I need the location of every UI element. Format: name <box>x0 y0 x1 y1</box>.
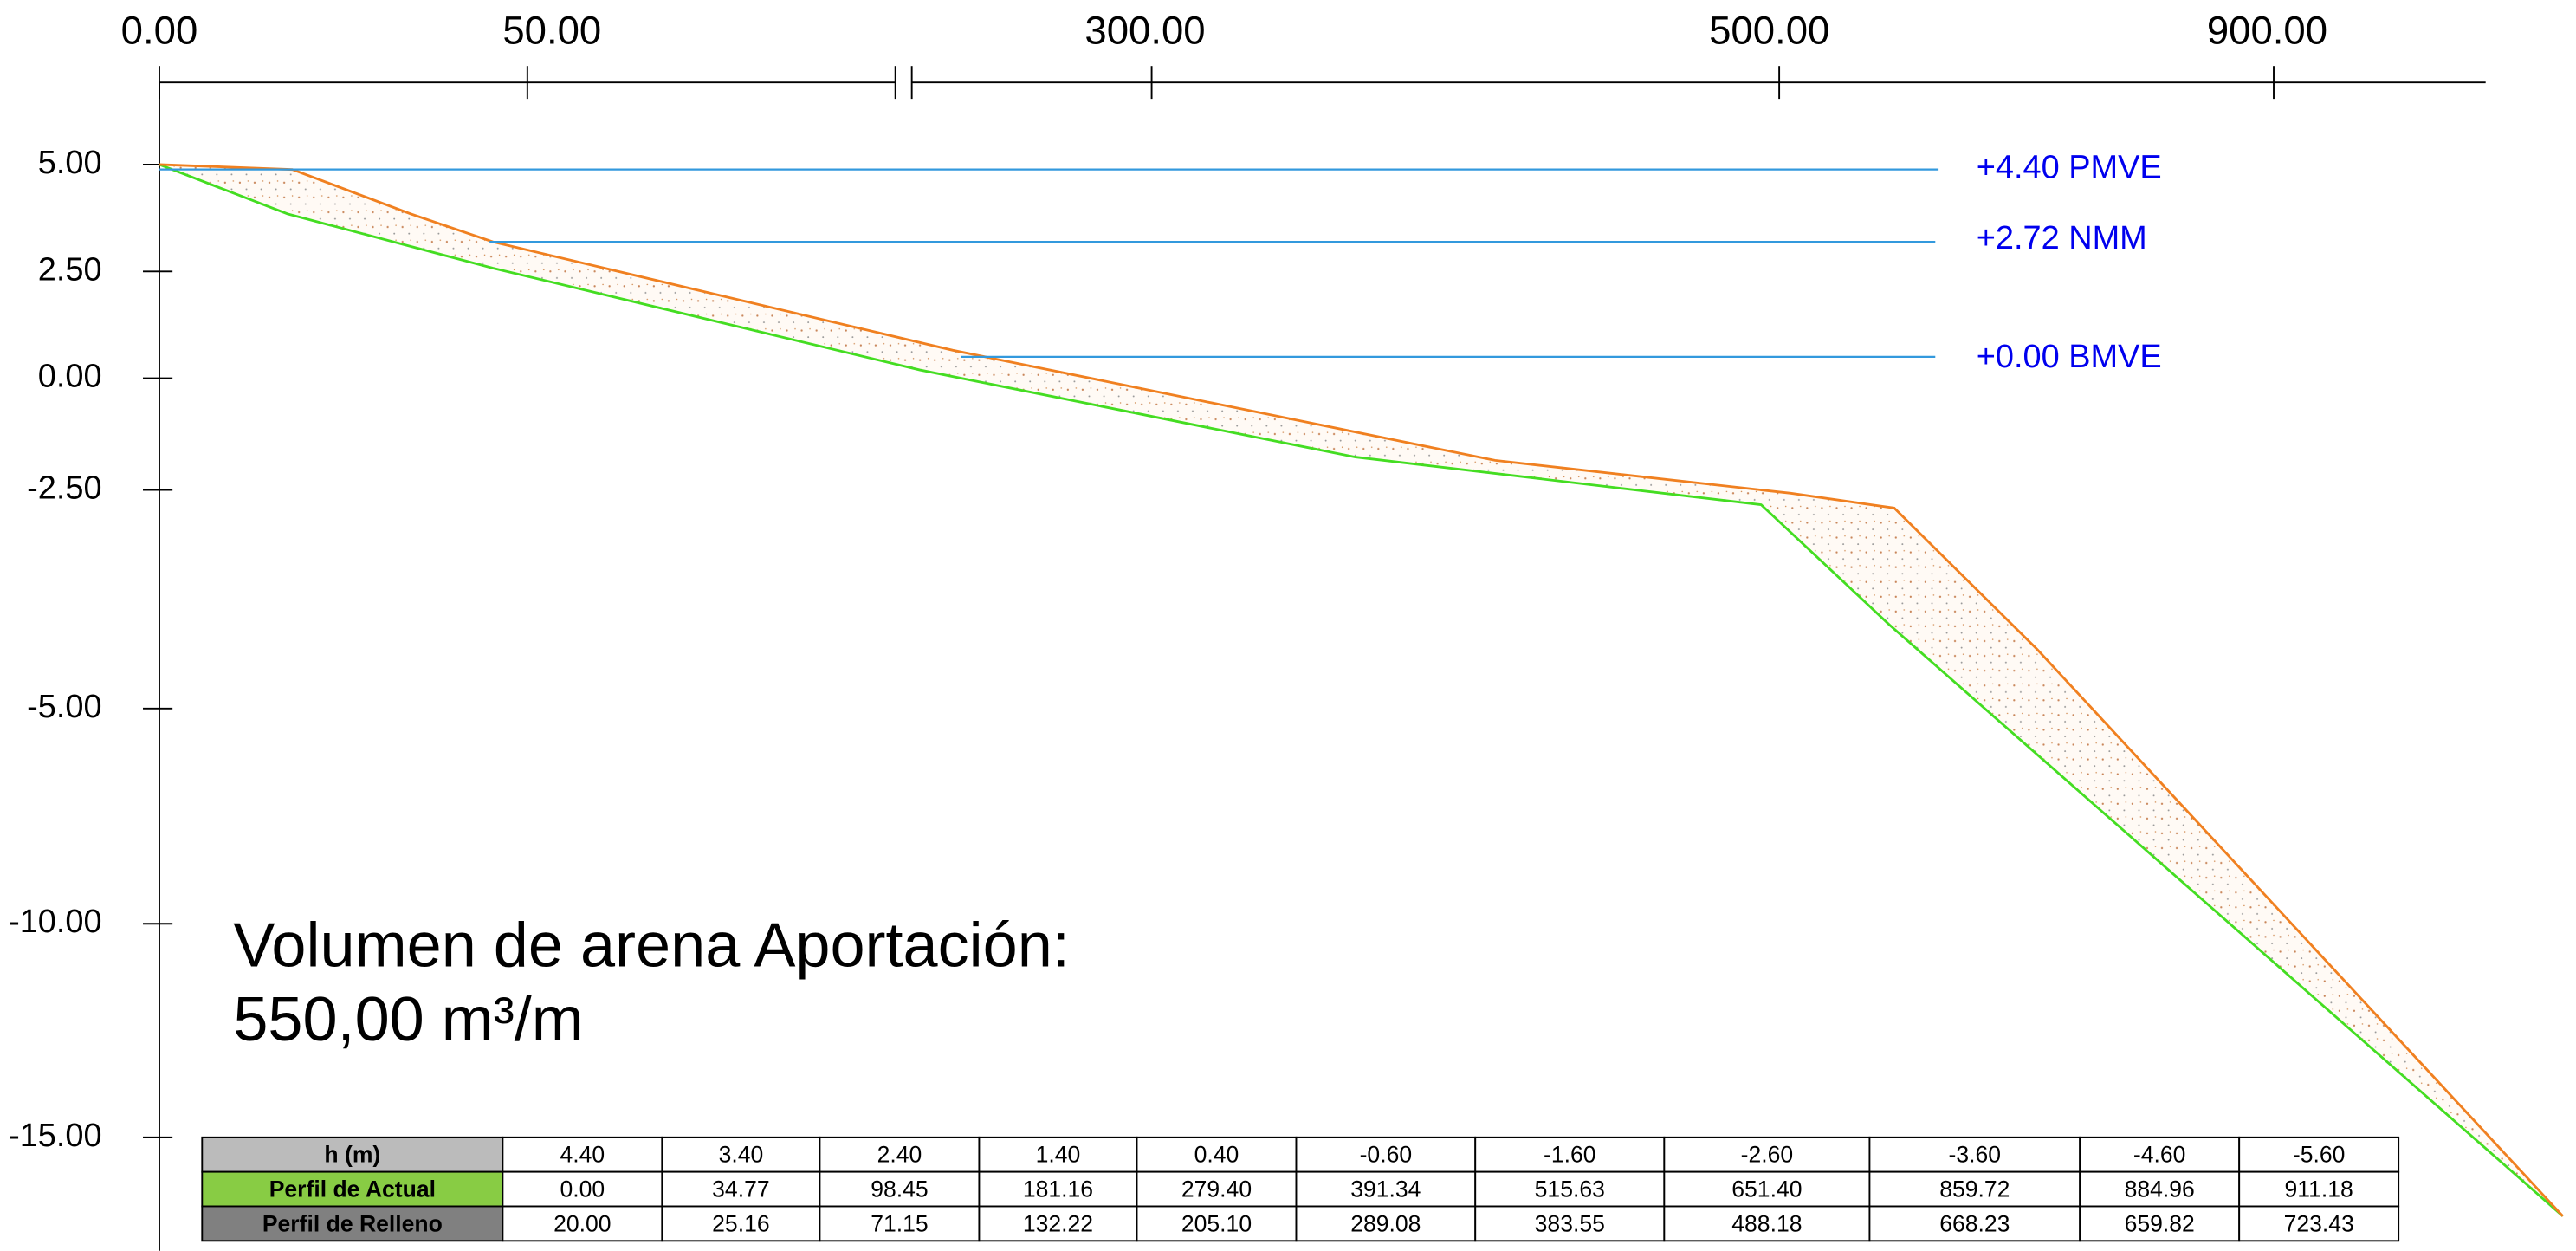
table-cell <box>819 1170 981 1208</box>
y-axis <box>143 82 173 1251</box>
level-label: +0.00 BMVE <box>1977 339 2162 375</box>
table-text: 181.16 <box>1023 1176 1093 1202</box>
table-text: h (m) <box>324 1142 380 1168</box>
table-text: 132.22 <box>1023 1210 1093 1236</box>
table-text: 515.63 <box>1535 1176 1605 1202</box>
table-cell <box>201 1170 504 1208</box>
table-cell <box>661 1136 821 1173</box>
data-table: h (m) 4.40 3.40 2.40 1.40 0.40 -0.60 -1.60 -2.60… <box>201 1136 2400 1242</box>
level-label: +4.40 PMVE <box>1977 150 2162 186</box>
table-cell <box>1136 1205 1298 1242</box>
table-text: 668.23 <box>1939 1210 2010 1236</box>
table-cell <box>201 1205 504 1242</box>
annotation: Volumen de arena Aportación: <box>233 911 1070 981</box>
table-text: 651.40 <box>1731 1176 1802 1202</box>
table-text: -3.60 <box>1949 1142 2002 1168</box>
table-text: 289.08 <box>1350 1210 1421 1236</box>
table-text: 25.16 <box>712 1210 769 1236</box>
table-text: 20.00 <box>553 1210 611 1236</box>
x-tick-label: 900.00 <box>2207 8 2327 52</box>
table-text: 98.45 <box>871 1176 928 1202</box>
table-cell <box>1868 1205 2081 1242</box>
fill-profile <box>159 163 2564 1217</box>
table-text: 4.40 <box>560 1142 605 1168</box>
table-text: 659.82 <box>2125 1210 2195 1236</box>
x-axis <box>159 66 2486 100</box>
table-text: 0.40 <box>1194 1142 1239 1168</box>
table-text: Perfil de Actual <box>269 1176 436 1202</box>
table-text: -2.60 <box>1741 1142 1794 1168</box>
fill-area <box>159 164 2563 1216</box>
table-text: -1.60 <box>1544 1142 1596 1168</box>
table-cell <box>661 1205 821 1242</box>
table-text: 205.10 <box>1181 1210 1252 1236</box>
x-tick-label: 300.00 <box>1084 8 1205 52</box>
table-text: 859.72 <box>1939 1176 2010 1202</box>
table-cell <box>2238 1136 2400 1173</box>
table-cell <box>1868 1136 2081 1173</box>
y-tick-label: -2.50 <box>27 470 101 507</box>
table-cell <box>2238 1205 2400 1242</box>
y-tick-label: 2.50 <box>38 251 102 288</box>
x-tick-label: 0.00 <box>121 8 198 52</box>
y-tick-label: -5.00 <box>27 689 101 725</box>
table-cell <box>502 1170 663 1208</box>
table-cell <box>2238 1170 2400 1208</box>
table-text: 723.43 <box>2284 1210 2354 1236</box>
table-cell <box>1474 1136 1666 1173</box>
table-text: 279.40 <box>1181 1176 1252 1202</box>
table-text: 71.15 <box>871 1210 928 1236</box>
x-tick-label: 500.00 <box>1709 8 1829 52</box>
table-text: 0.00 <box>560 1176 605 1202</box>
level-label: +2.72 NMM <box>1977 220 2147 256</box>
table-text: 884.96 <box>2125 1176 2195 1202</box>
y-tick-label: -15.00 <box>9 1118 102 1154</box>
y-tick-label: 0.00 <box>38 359 102 395</box>
table-cell <box>1663 1205 1871 1242</box>
table-text: 3.40 <box>719 1142 764 1168</box>
annotation: 550,00 m³/m <box>233 985 584 1054</box>
y-tick-label: -10.00 <box>9 904 102 940</box>
table-text: 2.40 <box>877 1142 922 1168</box>
table-text: 34.77 <box>712 1176 769 1202</box>
table-cell <box>1295 1205 1477 1242</box>
table-cell <box>978 1205 1138 1242</box>
table-cell <box>1474 1205 1666 1242</box>
table-cell <box>502 1205 663 1242</box>
table-text: Perfil de Relleno <box>262 1210 443 1236</box>
table-text: 911.18 <box>2285 1176 2353 1202</box>
y-tick-label: 5.00 <box>38 145 102 181</box>
table-cell <box>2079 1136 2241 1173</box>
table-text: -4.60 <box>2133 1142 2186 1168</box>
table-text: -5.60 <box>2293 1142 2346 1168</box>
table-text: 383.55 <box>1535 1210 1605 1236</box>
table-cell <box>1474 1170 1666 1208</box>
table-cell <box>502 1136 663 1173</box>
x-tick-label: 50.00 <box>502 8 601 52</box>
actual-profile <box>159 163 2564 1217</box>
table-text: 1.40 <box>1036 1142 1081 1168</box>
table-text: -0.60 <box>1360 1142 1413 1168</box>
table-text: 488.18 <box>1731 1210 1802 1236</box>
table-text: 391.34 <box>1350 1176 1421 1202</box>
